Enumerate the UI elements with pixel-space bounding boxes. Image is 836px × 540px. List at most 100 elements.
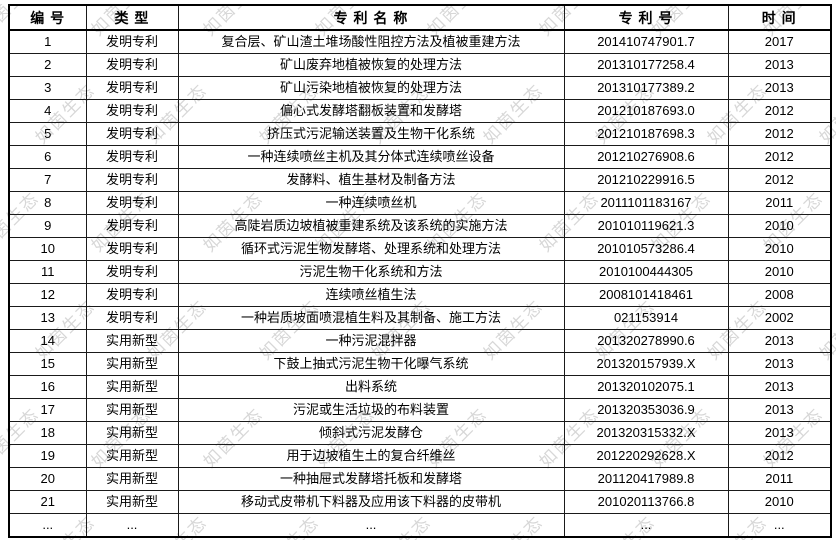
page: 如茵生态 如茵生态 如茵生态 如茵生态 如茵生态 如茵生态 如茵生态 如茵生态 如茵生态 如茵生态… <box>0 4 836 540</box>
table-row: 15 实用新型 下鼓上抽式污泥生物干化曝气系统 201320157939.X 2013 <box>8 352 832 376</box>
cell-name: 下鼓上抽式污泥生物干化曝气系统 <box>177 352 565 376</box>
cell-type: 实用新型 <box>85 467 179 491</box>
cell-year: 2012 <box>727 99 832 123</box>
cell-year: 2010 <box>727 260 832 284</box>
cell-type: 发明专利 <box>85 306 179 330</box>
cell-num: 16 <box>8 375 87 399</box>
cell-num: 20 <box>8 467 87 491</box>
cell-num: 2 <box>8 53 87 77</box>
cell-year: 2013 <box>727 421 832 445</box>
cell-patent-no: 2008101418461 <box>563 283 729 307</box>
table-row: 12 发明专利 连续喷丝植生法 2008101418461 2008 <box>8 283 832 307</box>
cell-type: 发明专利 <box>85 145 179 169</box>
cell-type: 发明专利 <box>85 237 179 261</box>
table-row: 5 发明专利 挤压式污泥输送装置及生物干化系统 201210187698.3 2012 <box>8 122 832 146</box>
cell-num: 11 <box>8 260 87 284</box>
cell-type: 实用新型 <box>85 444 179 468</box>
cell-patent-no: 201210276908.6 <box>563 145 729 169</box>
cell-type: 实用新型 <box>85 490 179 514</box>
table-row: 9 发明专利 高陡岩质边坡植被重建系统及该系统的实施方法 201010119621.3… <box>8 214 832 238</box>
cell-year: 2013 <box>727 53 832 77</box>
table-row: 2 发明专利 矿山废弃地植被恢复的处理方法 201310177258.4 2013 <box>8 53 832 77</box>
table-row: 8 发明专利 一种连续喷丝机 2011101183167 2011 <box>8 191 832 215</box>
cell-patent-no: 201320157939.X <box>563 352 729 376</box>
table-row: 17 实用新型 污泥或生活垃圾的布料装置 201320353036.9 2013 <box>8 398 832 422</box>
cell-name: 一种抽屉式发酵塔托板和发酵塔 <box>177 467 565 491</box>
cell-name: 复合层、矿山渣土堆场酸性阻控方法及植被重建方法 <box>177 29 565 54</box>
cell-patent-no: 201310177258.4 <box>563 53 729 77</box>
cell-type: 发明专利 <box>85 168 179 192</box>
cell-name: 连续喷丝植生法 <box>177 283 565 307</box>
cell-patent-no: 201320353036.9 <box>563 398 729 422</box>
cell-year: 2012 <box>727 168 832 192</box>
cell-year: 2008 <box>727 283 832 307</box>
cell-name: 污泥生物干化系统和方法 <box>177 260 565 284</box>
cell-name: 矿山废弃地植被恢复的处理方法 <box>177 53 565 77</box>
cell-num: 14 <box>8 329 87 353</box>
cell-year: 2012 <box>727 122 832 146</box>
cell-name: 循环式污泥生物发酵塔、处理系统和处理方法 <box>177 237 565 261</box>
table-row: 21 实用新型 移动式皮带机下料器及应用该下料器的皮带机 201020113766.8… <box>8 490 832 514</box>
cell-num: 15 <box>8 352 87 376</box>
cell-num: 13 <box>8 306 87 330</box>
table-row: 16 实用新型 出料系统 201320102075.1 2013 <box>8 375 832 399</box>
cell-patent-no: 201220292628.X <box>563 444 729 468</box>
cell-patent-no: 201210187693.0 <box>563 99 729 123</box>
cell-year: 2013 <box>727 329 832 353</box>
column-header-year: 时 间 <box>727 4 832 31</box>
cell-patent-no: 201320102075.1 <box>563 375 729 399</box>
cell-type: ... <box>85 513 179 538</box>
cell-name: 一种污泥混拌器 <box>177 329 565 353</box>
cell-year: 2013 <box>727 398 832 422</box>
table-row: 14 实用新型 一种污泥混拌器 201320278990.6 2013 <box>8 329 832 353</box>
cell-type: 实用新型 <box>85 352 179 376</box>
cell-num: 6 <box>8 145 87 169</box>
table-row: 3 发明专利 矿山污染地植被恢复的处理方法 201310177389.2 2013 <box>8 76 832 100</box>
table-row: 19 实用新型 用于边坡植生土的复合纤维丝 201220292628.X 2012 <box>8 444 832 468</box>
cell-name: 污泥或生活垃圾的布料装置 <box>177 398 565 422</box>
cell-num: 12 <box>8 283 87 307</box>
table-row: 7 发明专利 发酵料、植生基材及制备方法 201210229916.5 2012 <box>8 168 832 192</box>
cell-patent-no: 201010573286.4 <box>563 237 729 261</box>
cell-name: 发酵料、植生基材及制备方法 <box>177 168 565 192</box>
table-body: 1 发明专利 复合层、矿山渣土堆场酸性阻控方法及植被重建方法 201410747901… <box>8 29 832 538</box>
cell-year: 2010 <box>727 490 832 514</box>
table-row: 11 发明专利 污泥生物干化系统和方法 2010100444305 2010 <box>8 260 832 284</box>
cell-name: 一种连续喷丝主机及其分体式连续喷丝设备 <box>177 145 565 169</box>
cell-patent-no: 201210229916.5 <box>563 168 729 192</box>
cell-num: 7 <box>8 168 87 192</box>
cell-year: 2017 <box>727 29 832 54</box>
column-header-type: 类 型 <box>85 4 179 31</box>
cell-type: 实用新型 <box>85 421 179 445</box>
cell-year: 2011 <box>727 467 832 491</box>
cell-num: 4 <box>8 99 87 123</box>
cell-type: 发明专利 <box>85 99 179 123</box>
patent-table: 编 号类 型专 利 名 称专 利 号时 间 1 发明专利 复合层、矿山渣土堆场酸性阻… <box>8 4 832 538</box>
cell-num: 18 <box>8 421 87 445</box>
cell-type: 发明专利 <box>85 191 179 215</box>
cell-type: 发明专利 <box>85 29 179 54</box>
cell-num: 19 <box>8 444 87 468</box>
header-row: 编 号类 型专 利 名 称专 利 号时 间 <box>8 4 832 31</box>
cell-name: ... <box>177 513 565 538</box>
cell-year: 2012 <box>727 444 832 468</box>
cell-year: 2012 <box>727 145 832 169</box>
cell-type: 实用新型 <box>85 375 179 399</box>
cell-name: 高陡岩质边坡植被重建系统及该系统的实施方法 <box>177 214 565 238</box>
cell-type: 发明专利 <box>85 53 179 77</box>
cell-name: 倾斜式污泥发酵仓 <box>177 421 565 445</box>
cell-type: 发明专利 <box>85 283 179 307</box>
column-header-num: 编 号 <box>8 4 87 31</box>
cell-year: 2011 <box>727 191 832 215</box>
cell-patent-no: 201210187698.3 <box>563 122 729 146</box>
cell-year: 2013 <box>727 375 832 399</box>
cell-year: 2010 <box>727 214 832 238</box>
table-row: 18 实用新型 倾斜式污泥发酵仓 201320315332.X 2013 <box>8 421 832 445</box>
cell-name: 出料系统 <box>177 375 565 399</box>
cell-type: 发明专利 <box>85 214 179 238</box>
cell-patent-no: 2010100444305 <box>563 260 729 284</box>
cell-patent-no: 201410747901.7 <box>563 29 729 54</box>
table-row: 10 发明专利 循环式污泥生物发酵塔、处理系统和处理方法 201010573286.4… <box>8 237 832 261</box>
table-row: 4 发明专利 偏心式发酵塔翻板装置和发酵塔 201210187693.0 2012 <box>8 99 832 123</box>
column-header-patent-no: 专 利 号 <box>563 4 729 31</box>
